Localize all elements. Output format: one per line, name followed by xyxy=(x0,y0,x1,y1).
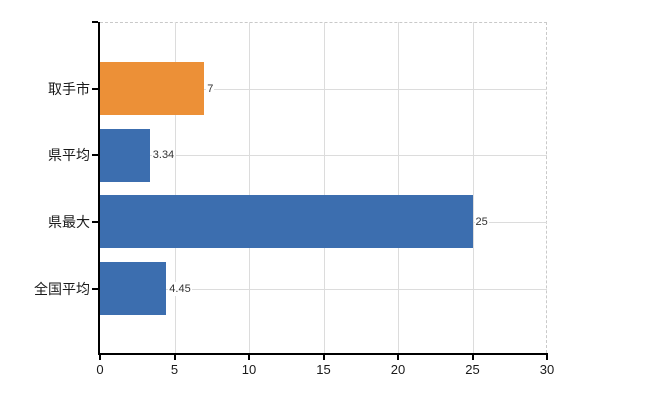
v-gridline xyxy=(249,22,250,353)
x-tick-label: 5 xyxy=(170,362,179,377)
y-axis-top-tick xyxy=(92,21,98,23)
y-axis-tick xyxy=(92,154,98,157)
category-label: 県平均 xyxy=(48,147,90,164)
h-gridline xyxy=(100,155,547,157)
x-tick-label: 15 xyxy=(316,362,331,377)
h-gridline xyxy=(100,288,547,290)
y-axis-line xyxy=(98,22,100,355)
bar xyxy=(100,128,150,182)
v-gridline xyxy=(174,22,176,353)
bar-value-label: 25 xyxy=(474,214,489,229)
x-tick-label: 0 xyxy=(96,362,104,377)
y-axis-tick xyxy=(92,287,98,290)
x-axis-tick xyxy=(248,353,250,360)
v-gridline xyxy=(398,22,399,353)
plot-right-border xyxy=(546,22,547,353)
category-label: 県最大 xyxy=(48,213,90,230)
y-axis-tick xyxy=(92,87,98,90)
v-gridline xyxy=(472,22,474,353)
y-axis-tick xyxy=(92,220,98,223)
bar-value-label: 7 xyxy=(206,81,215,96)
category-label: 取手市 xyxy=(48,80,90,97)
x-tick-label: 30 xyxy=(539,362,555,377)
x-axis-tick xyxy=(322,353,325,360)
category-label: 全国平均 xyxy=(34,280,90,297)
x-axis-tick xyxy=(546,353,548,360)
bar xyxy=(100,262,167,315)
v-gridline xyxy=(323,22,325,353)
x-tick-label: 25 xyxy=(465,362,480,377)
x-axis-tick xyxy=(471,353,474,360)
bar-value-label: 4.45 xyxy=(168,281,192,296)
bar xyxy=(100,195,473,249)
plot-area: 7 取手市 3.34 県平均 25 県最大 4.45 全国平均 0 5 10 15 20 25 30 xyxy=(34,21,554,377)
h-gridline xyxy=(100,88,547,90)
x-axis-tick xyxy=(99,353,101,360)
bar-value-label: 3.34 xyxy=(151,148,176,163)
x-axis-tick xyxy=(173,353,176,360)
x-tick-label: 10 xyxy=(241,362,257,377)
x-axis-tick xyxy=(397,353,399,360)
bar xyxy=(100,62,205,115)
x-tick-label: 20 xyxy=(390,362,406,377)
